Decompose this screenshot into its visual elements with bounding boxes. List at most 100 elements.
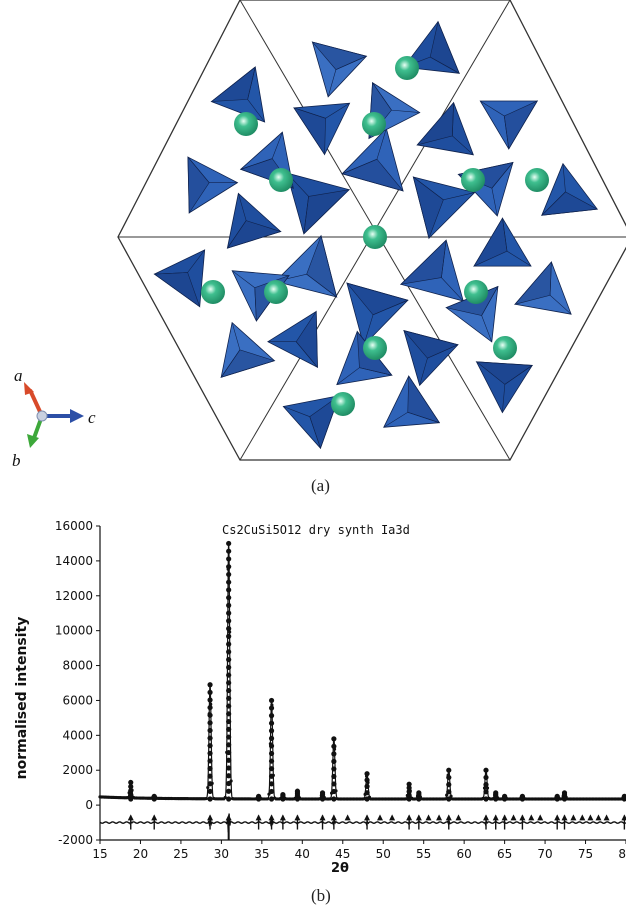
observed-point	[485, 786, 490, 790]
observed-peak-point	[483, 796, 489, 802]
observed-peak-point	[256, 793, 262, 799]
axes-origin	[36, 410, 48, 422]
observed-peak-point	[446, 767, 452, 773]
reflection-marker	[570, 814, 577, 821]
observed-peak-point	[483, 782, 489, 788]
observed-peak-point	[207, 743, 213, 749]
observed-peak-point	[207, 781, 213, 787]
cesium-sphere	[363, 336, 387, 360]
reflection-marker	[255, 814, 262, 821]
y-axis-label: normalised intensity	[14, 617, 30, 780]
axis-label-a: a	[14, 366, 23, 385]
observed-peak-point	[331, 781, 337, 787]
cesium-sphere	[201, 280, 225, 304]
tetrahedron	[479, 100, 539, 150]
reflection-marker	[603, 814, 610, 821]
y-tick-label: 4000	[62, 728, 93, 742]
observed-peak-point	[207, 720, 213, 726]
observed-peak-point	[226, 757, 232, 763]
tetrahedron	[514, 261, 572, 315]
observed-peak-point	[226, 548, 232, 554]
tetrahedron	[403, 330, 459, 387]
observed-peak-point	[268, 773, 275, 779]
observed-peak-point	[416, 790, 422, 796]
reflection-marker	[330, 814, 337, 821]
observed-peak-point	[294, 788, 301, 794]
tetra-edge	[154, 249, 205, 275]
cesium-sphere	[264, 280, 288, 304]
observed-peak-point	[226, 796, 232, 802]
reflection-marker	[492, 814, 499, 821]
tetrahedron	[341, 127, 404, 192]
tetra-edge	[220, 322, 241, 378]
observed-peak-point	[331, 751, 337, 757]
observed-peak-point	[226, 602, 232, 608]
reflection-marker	[127, 814, 134, 821]
observed-peak-point	[280, 792, 286, 798]
tetrahedron	[402, 20, 460, 74]
observed-peak-point	[406, 792, 412, 798]
observed-peak-point	[406, 785, 412, 791]
observed-peak-point	[226, 626, 232, 632]
reflection-marker	[455, 814, 462, 821]
y-tick-label: 6000	[62, 693, 93, 707]
observed-peak-point	[226, 695, 232, 701]
observed-peak-point	[268, 766, 275, 772]
tetrahedron	[412, 176, 476, 240]
observed-peak-point	[364, 790, 370, 796]
axis-label-b: b	[12, 451, 21, 470]
observed-peak-point	[128, 783, 134, 790]
tetrahedron	[346, 282, 409, 347]
x-tick-label: 25	[173, 847, 188, 861]
reflection-marker	[319, 814, 326, 821]
b-axis-head	[27, 434, 39, 448]
observed-peak-point	[226, 788, 232, 794]
observed-peak-point	[268, 728, 275, 734]
cesium-sphere	[461, 168, 485, 192]
observed-peak-point	[331, 773, 337, 780]
observed-peak-point	[207, 697, 213, 703]
reflection-markers	[127, 814, 626, 821]
observed-peak-point	[483, 774, 489, 781]
reflection-marker	[207, 814, 214, 821]
reflection-marker	[268, 814, 275, 821]
observed-point	[443, 797, 447, 801]
tetra-edge	[363, 299, 408, 346]
observed-peak-point	[226, 664, 232, 670]
calculated-profile-line	[100, 543, 626, 800]
x-tick-label: 75	[578, 847, 593, 861]
tetrahedron	[540, 162, 599, 216]
observed-peak-point	[268, 796, 275, 802]
observed-peak-point	[621, 793, 626, 799]
observed-peak-point	[151, 793, 157, 799]
reflection-marker	[501, 814, 508, 821]
cesium-sphere	[395, 56, 419, 80]
tetra-edge	[502, 365, 533, 413]
observed-peak-point	[226, 579, 232, 585]
observed-peak-point	[268, 697, 275, 704]
tetra-edge	[549, 261, 572, 315]
x-tick-label: 30	[214, 847, 229, 861]
tetra-edge	[293, 103, 350, 119]
observed-peak-point	[554, 793, 560, 799]
observed-peak-point	[207, 758, 213, 764]
tetrahedron	[187, 156, 239, 214]
tetra-edge	[452, 102, 474, 156]
observed-peak-point	[226, 564, 232, 570]
observed-peak-point	[331, 758, 337, 764]
y-tick-label: -2000	[58, 833, 93, 847]
tetrahedron	[286, 172, 351, 235]
y-tick-label: 0	[85, 798, 93, 812]
tetrahedron	[153, 249, 206, 308]
x-tick-label: 20	[133, 847, 148, 861]
y-tick-label: 14000	[55, 554, 93, 568]
y-tick-label: 8000	[62, 659, 93, 673]
tetra-edge	[240, 132, 283, 170]
observed-peak-point	[128, 788, 134, 794]
observed-peak-point	[207, 727, 213, 734]
tetrahedron	[220, 321, 276, 378]
reflection-marker	[279, 814, 286, 821]
tetra-edge	[286, 172, 309, 234]
tetra-edge	[267, 341, 318, 368]
observed-peak-point	[226, 610, 232, 616]
